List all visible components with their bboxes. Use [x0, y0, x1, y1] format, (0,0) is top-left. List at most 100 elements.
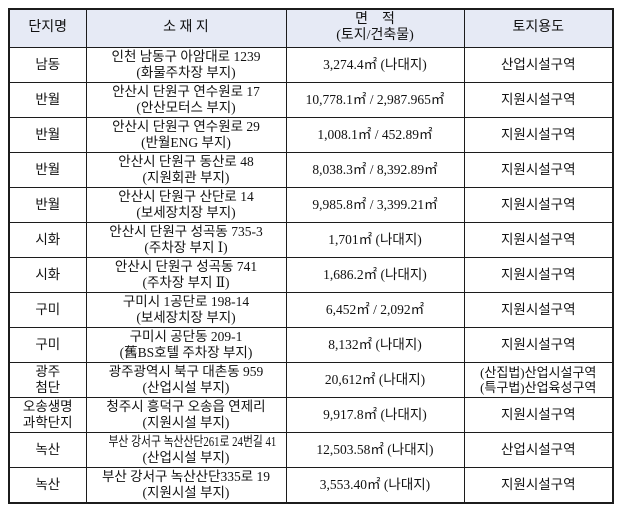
col-header-address-label: 소 재 지	[163, 20, 209, 36]
complex-name-cell: 구미	[8, 326, 87, 363]
address-line1: 안산시 단원구 성곡동 735-3	[109, 223, 263, 239]
land-use-value: 지원시설구역	[500, 266, 576, 282]
area-value: 8,038.3㎡ / 8,392.89㎡	[312, 161, 438, 177]
land-use-cell: 지원시설구역	[463, 466, 614, 503]
area-cell: 1,008.1㎡ / 452.89㎡	[285, 116, 465, 153]
complex-name: 구미	[35, 301, 61, 317]
address-cell: 구미시 1공단로 198-14 (보세장치장 부지)	[85, 291, 287, 328]
address-cell: 부산 강서구 녹산산단335로 19 (지원시설 부지)	[85, 466, 287, 503]
area-value: 6,452㎡ / 2,092㎡	[325, 301, 425, 317]
complex-name-line2: 첨단	[35, 379, 61, 395]
area-value: 12,503.58㎡ (나대지)	[316, 441, 434, 457]
address-line1: 부산 강서구 녹산산단335로 19	[101, 468, 271, 484]
address-cell: 안산시 단원구 산단로 14 (보세장치장 부지)	[85, 186, 287, 223]
table-row: 구미 구미시 공단동 209-1 (舊BS호텔 주차장 부지) 8,132㎡ (…	[8, 326, 614, 363]
complex-name-cell: 녹산	[8, 466, 87, 503]
table-row: 오송생명 과학단지 청주시 흥덕구 오송읍 연제리 (지원시설 부지) 9,91…	[8, 396, 614, 433]
area-cell: 9,917.8㎡ (나대지)	[285, 396, 465, 433]
address-line2: (산업시설 부지)	[142, 449, 230, 465]
complex-name: 반월	[35, 91, 61, 107]
land-use-cell: 지원시설구역	[463, 291, 614, 328]
header-row: 단지명 소 재 지 면 적 (토지/건축물) 토지용도	[8, 8, 614, 48]
address-line2: (반월ENG 부지)	[141, 134, 231, 150]
col-header-land-use-label: 토지용도	[512, 20, 565, 36]
address-line2: (지원시설 부지)	[142, 484, 230, 500]
land-use-cell: 산업시설구역	[463, 46, 614, 83]
address-line1: 구미시 공단동 209-1	[129, 328, 243, 344]
address-line2: (지원시설 부지)	[142, 414, 230, 430]
area-cell: 3,274.4㎡ (나대지)	[285, 46, 465, 83]
land-use-cell: 지원시설구역	[463, 326, 614, 363]
col-header-area-line1: 면 적	[355, 12, 395, 28]
complex-name-cell: 시화	[8, 256, 87, 293]
table-row: 시화 안산시 단원구 성곡동 735-3 (주차장 부지 Ⅰ) 1,701㎡ (…	[8, 221, 614, 258]
complex-name-line1: 광주	[35, 363, 61, 379]
complex-name: 반월	[35, 126, 61, 142]
address-line2: (안산모터스 부지)	[136, 99, 236, 115]
complex-name-cell: 구미	[8, 291, 87, 328]
complex-name-line1: 오송생명	[22, 398, 73, 414]
col-header-complex-label: 단지명	[28, 20, 68, 36]
table-row: 녹산 부산 강서구 녹산산단261로 24번길 41 (산업시설 부지) 12,…	[8, 431, 614, 468]
area-value: 8,132㎡ (나대지)	[328, 336, 422, 352]
complex-name-cell: 반월	[8, 116, 87, 153]
land-use-value: 지원시설구역	[500, 196, 576, 212]
land-use-value: 지원시설구역	[500, 301, 576, 317]
address-cell: 안산시 단원구 성곡동 735-3 (주차장 부지 Ⅰ)	[85, 221, 287, 258]
land-use-line1: (산집법)산업시설구역	[480, 364, 597, 380]
area-cell: 10,778.1㎡ / 2,987.965㎡	[285, 81, 465, 118]
area-cell: 9,985.8㎡ / 3,399.21㎡	[285, 186, 465, 223]
complex-name: 녹산	[35, 476, 61, 492]
land-use-value: 지원시설구역	[500, 91, 576, 107]
area-value: 20,612㎡ (나대지)	[324, 371, 426, 387]
col-header-land-use: 토지용도	[463, 8, 614, 48]
table-header: 단지명 소 재 지 면 적 (토지/건축물) 토지용도	[8, 8, 614, 48]
land-use-cell: 지원시설구역	[463, 256, 614, 293]
address-line2: (주차장 부지 Ⅰ)	[144, 239, 228, 255]
address-cell: 안산시 단원구 연수원로 17 (안산모터스 부지)	[85, 81, 287, 118]
land-use-cell: 지원시설구역	[463, 81, 614, 118]
col-header-area-line2: (토지/건축물)	[336, 28, 414, 44]
complex-name-line2: 과학단지	[22, 414, 73, 430]
address-line1: 안산시 단원구 산단로 14	[118, 188, 254, 204]
land-use-line2: (특구법)산업육성구역	[480, 379, 597, 395]
complex-name: 구미	[35, 336, 61, 352]
address-line2: (舊BS호텔 주차장 부지)	[119, 344, 253, 360]
address-cell: 청주시 흥덕구 오송읍 연제리 (지원시설 부지)	[85, 396, 287, 433]
complex-name: 시화	[35, 266, 61, 282]
area-cell: 12,503.58㎡ (나대지)	[285, 431, 465, 468]
complex-name: 남동	[35, 56, 61, 72]
area-value: 1,008.1㎡ / 452.89㎡	[317, 126, 433, 142]
area-cell: 6,452㎡ / 2,092㎡	[285, 291, 465, 328]
land-use-cell: 지원시설구역	[463, 116, 614, 153]
address-line1: 안산시 단원구 연수원로 29	[112, 118, 260, 134]
land-use-cell: (산집법)산업시설구역 (특구법)산업육성구역	[463, 361, 614, 398]
area-cell: 1,686.2㎡ (나대지)	[285, 256, 465, 293]
table-row: 녹산 부산 강서구 녹산산단335로 19 (지원시설 부지) 3,553.40…	[8, 466, 614, 503]
area-cell: 8,038.3㎡ / 8,392.89㎡	[285, 151, 465, 188]
land-use-value: 지원시설구역	[500, 231, 576, 247]
address-line1: 인천 남동구 아암대로 1239	[111, 48, 261, 64]
address-line2: (주차장 부지 Ⅱ)	[142, 274, 230, 290]
land-use-value: 지원시설구역	[500, 476, 576, 492]
complex-name-cell: 광주 첨단	[8, 361, 87, 398]
area-cell: 8,132㎡ (나대지)	[285, 326, 465, 363]
land-use-cell: 산업시설구역	[463, 431, 614, 468]
address-cell: 안산시 단원구 동산로 48 (지원회관 부지)	[85, 151, 287, 188]
land-parcel-table: 단지명 소 재 지 면 적 (토지/건축물) 토지용도 남동 인천 남동구 아암…	[8, 8, 614, 504]
complex-name-cell: 남동	[8, 46, 87, 83]
area-value: 3,274.4㎡ (나대지)	[323, 56, 427, 72]
table-row: 반월 안산시 단원구 산단로 14 (보세장치장 부지) 9,985.8㎡ / …	[8, 186, 614, 223]
area-value: 9,917.8㎡ (나대지)	[323, 406, 427, 422]
table-row: 구미 구미시 1공단로 198-14 (보세장치장 부지) 6,452㎡ / 2…	[8, 291, 614, 328]
address-line1: 안산시 단원구 성곡동 741	[114, 258, 258, 274]
address-line1: 구미시 1공단로 198-14	[122, 293, 250, 309]
table-row: 광주 첨단 광주광역시 북구 대촌동 959 (산업시설 부지) 20,612㎡…	[8, 361, 614, 398]
complex-name-cell: 반월	[8, 151, 87, 188]
address-cell: 안산시 단원구 성곡동 741 (주차장 부지 Ⅱ)	[85, 256, 287, 293]
area-value: 3,553.40㎡ (나대지)	[319, 476, 431, 492]
address-line2: (지원회관 부지)	[142, 169, 230, 185]
land-use-cell: 지원시설구역	[463, 186, 614, 223]
land-use-value: 산업시설구역	[500, 441, 576, 457]
address-cell: 인천 남동구 아암대로 1239 (화물주차장 부지)	[85, 46, 287, 83]
